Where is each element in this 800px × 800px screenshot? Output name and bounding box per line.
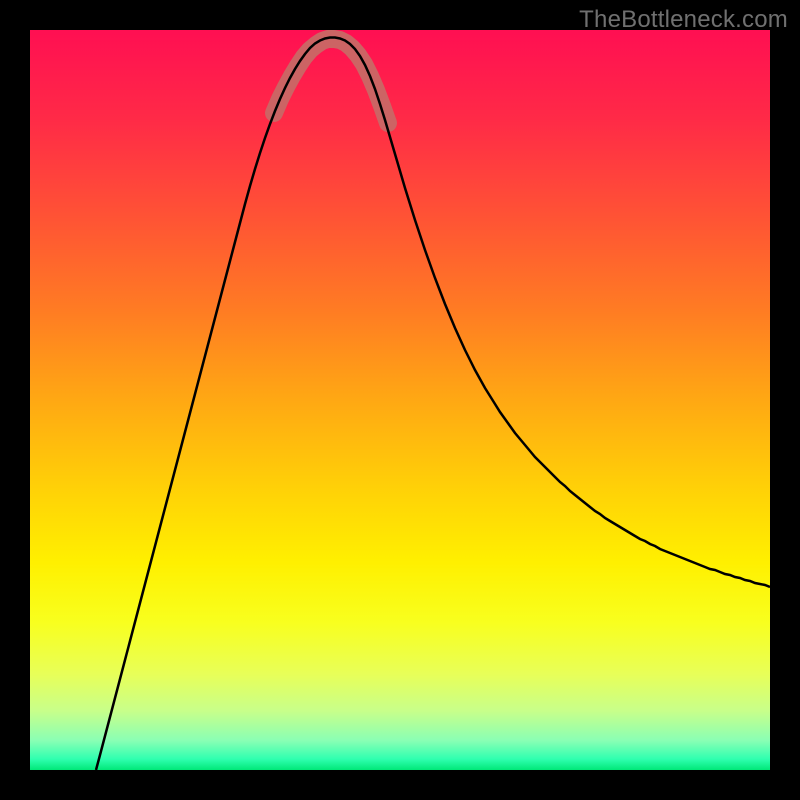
image-frame: TheBottleneck.com xyxy=(0,0,800,800)
chart-background xyxy=(30,30,770,770)
bottleneck-chart xyxy=(30,30,770,770)
